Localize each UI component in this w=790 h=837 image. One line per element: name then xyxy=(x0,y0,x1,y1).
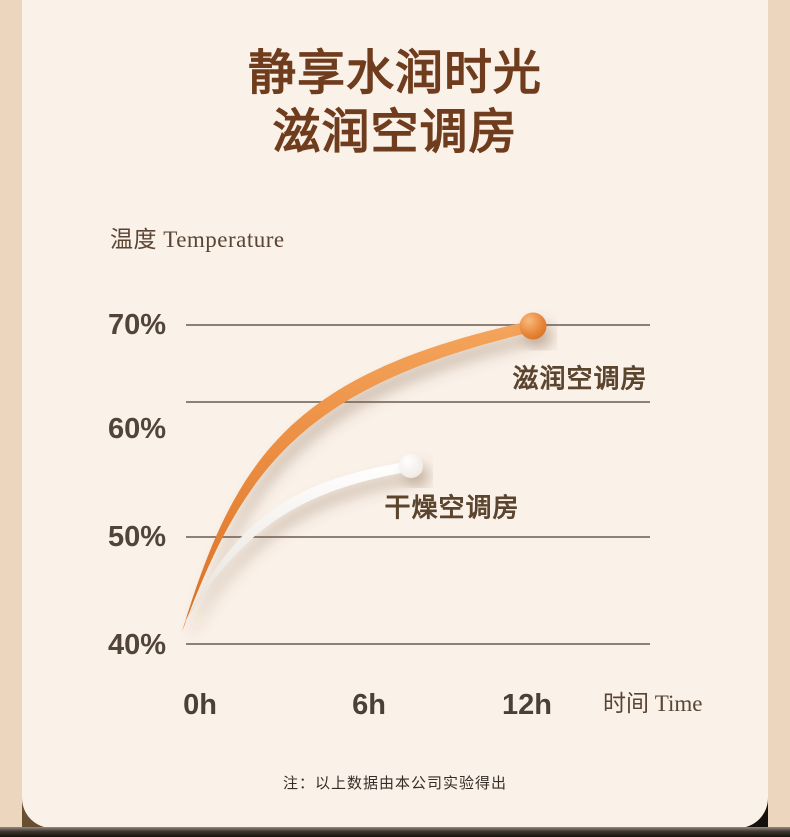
x-axis-title: 时间 Time xyxy=(603,691,703,716)
series-label-dry: 干燥空调房 xyxy=(384,493,520,523)
endpoint-dot-moist xyxy=(519,312,547,340)
title-line-2: 滋润空调房 xyxy=(272,106,518,159)
humidity-line-chart: 温度 Temperature 70% 60% 50% 40% xyxy=(22,0,768,828)
y-tick-40: 40% xyxy=(108,629,167,661)
curve-moist-room xyxy=(182,320,535,632)
x-tick-6h: 6h xyxy=(352,689,386,721)
y-tick-60: 60% xyxy=(108,413,167,445)
curve-dry-room xyxy=(183,461,412,626)
series-label-moist: 滋润空调房 xyxy=(512,364,648,394)
page-title: 静享水润时光 滋润空调房 xyxy=(22,44,768,162)
gridline-70 xyxy=(186,324,650,326)
content-card: 静享水润时光 滋润空调房 温度 Temperature 70% 60% 50% … xyxy=(22,0,768,828)
x-tick-12h: 12h xyxy=(502,689,552,721)
gridline-50 xyxy=(186,536,650,538)
endpoint-dot-dry xyxy=(399,454,423,478)
footnote: 注：以上数据由本公司实验得出 xyxy=(282,776,507,792)
gridline-60 xyxy=(186,401,650,403)
title-line-1: 静享水润时光 xyxy=(247,47,542,100)
y-tick-50: 50% xyxy=(108,521,167,553)
y-tick-70: 70% xyxy=(108,309,167,341)
bottom-edge-band xyxy=(0,827,790,837)
x-tick-0h: 0h xyxy=(183,689,217,721)
gridline-40 xyxy=(186,643,650,645)
y-axis-title: 温度 Temperature xyxy=(110,227,285,252)
